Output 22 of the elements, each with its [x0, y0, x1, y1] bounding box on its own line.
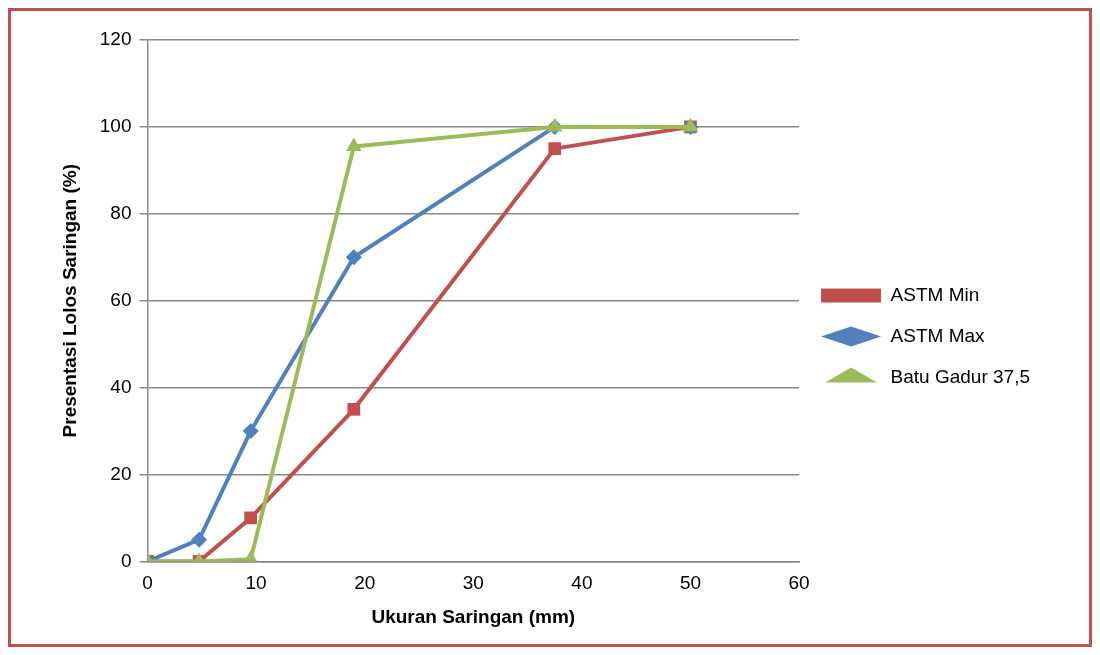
legend-label: ASTM Max [890, 324, 986, 346]
x-tick-label: 60 [788, 572, 810, 594]
legend-label: ASTM Min [890, 283, 980, 305]
y-tick-label: 20 [110, 462, 132, 484]
x-tick-label: 20 [354, 572, 376, 594]
y-tick-label: 120 [99, 28, 132, 50]
x-axis-title: Ukuran Saringan (mm) [371, 605, 576, 627]
point [548, 142, 562, 155]
point [347, 402, 361, 416]
x-tick-label: 30 [462, 572, 484, 594]
y-tick-label: 80 [110, 202, 132, 224]
y-tick-label: 100 [99, 115, 132, 137]
x-tick-label: 50 [679, 572, 702, 594]
x-tick-label: 40 [571, 572, 593, 594]
point [345, 249, 362, 266]
y-tick-label: 40 [110, 375, 132, 397]
x-tick-label: 10 [245, 572, 267, 594]
legend-label: Batu Gadur 37,5 [890, 365, 1031, 387]
x-tick-label: 0 [142, 572, 153, 594]
y-axis-title: Presentasi Lolos Saringan (%) [58, 163, 80, 438]
y-tick-label: 60 [110, 288, 132, 310]
y-tick-label: 0 [120, 549, 132, 571]
